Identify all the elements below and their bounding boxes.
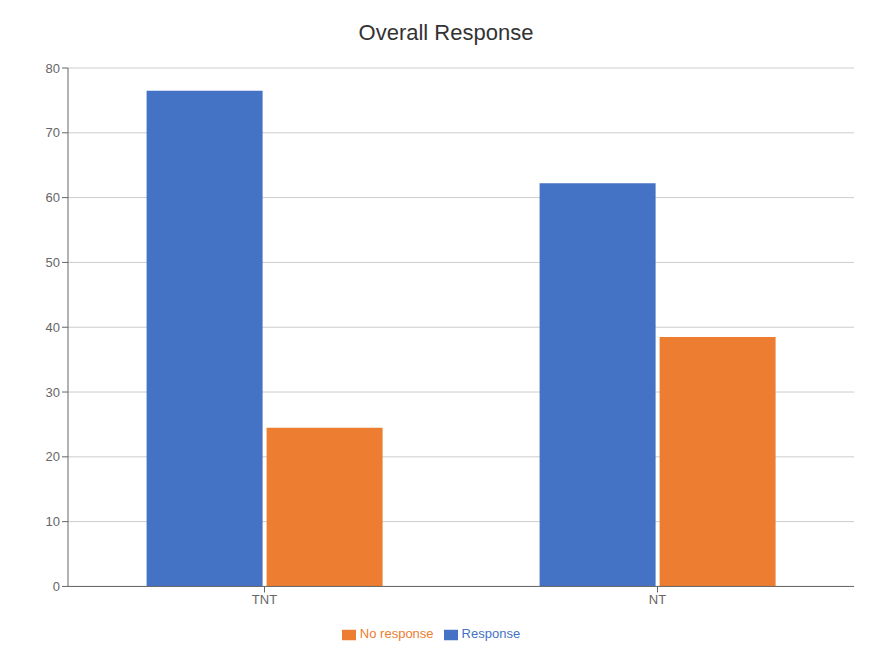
svg-text:80: 80 bbox=[46, 61, 60, 76]
svg-text:40: 40 bbox=[46, 320, 60, 335]
svg-text:TNT: TNT bbox=[252, 592, 277, 607]
svg-text:NT: NT bbox=[649, 592, 666, 607]
html-text:No response: No response bbox=[359, 626, 434, 642]
html-text:Overall Response: Overall Response bbox=[358, 20, 534, 45]
svg-text:10: 10 bbox=[46, 514, 60, 529]
svg-text:0: 0 bbox=[53, 579, 60, 594]
svg-text:60: 60 bbox=[46, 190, 60, 205]
svg-text:50: 50 bbox=[46, 255, 60, 270]
svg-text:70: 70 bbox=[46, 125, 60, 140]
svg-text:20: 20 bbox=[46, 449, 60, 464]
svg-text:30: 30 bbox=[46, 385, 60, 400]
html-text:Response: Response bbox=[461, 626, 521, 642]
